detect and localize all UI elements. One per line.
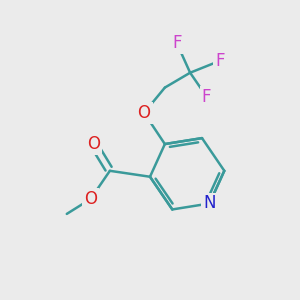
Text: F: F xyxy=(202,88,211,106)
Text: O: O xyxy=(138,104,151,122)
Text: F: F xyxy=(172,34,182,52)
Text: O: O xyxy=(87,135,100,153)
Text: F: F xyxy=(215,52,225,70)
Text: O: O xyxy=(84,190,97,208)
Text: N: N xyxy=(203,194,216,212)
